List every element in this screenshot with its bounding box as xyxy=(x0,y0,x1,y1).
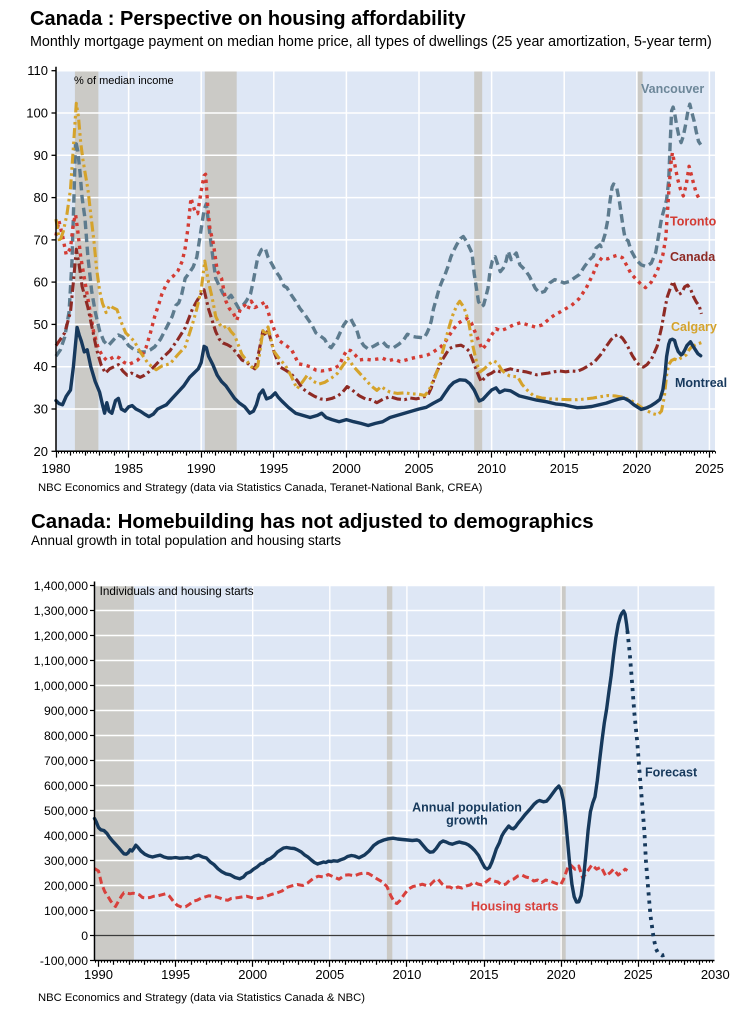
svg-text:2020: 2020 xyxy=(547,967,576,982)
svg-text:Calgary: Calgary xyxy=(671,320,717,334)
svg-text:2015: 2015 xyxy=(470,967,499,982)
svg-text:2000: 2000 xyxy=(332,461,361,476)
svg-text:Forecast: Forecast xyxy=(645,766,698,780)
svg-text:1,100,000: 1,100,000 xyxy=(34,654,88,668)
svg-text:1,000,000: 1,000,000 xyxy=(34,679,88,693)
svg-text:Toronto: Toronto xyxy=(670,215,717,229)
svg-text:1985: 1985 xyxy=(114,461,143,476)
svg-text:20: 20 xyxy=(34,444,48,459)
svg-text:40: 40 xyxy=(34,359,48,374)
svg-text:-100,000: -100,000 xyxy=(40,954,88,968)
svg-text:Canada: Canada xyxy=(670,250,716,264)
svg-text:500,000: 500,000 xyxy=(44,804,88,818)
svg-text:80: 80 xyxy=(34,190,48,205)
svg-text:growth: growth xyxy=(446,814,488,828)
svg-text:2010: 2010 xyxy=(477,461,506,476)
svg-text:2005: 2005 xyxy=(405,461,434,476)
svg-text:60: 60 xyxy=(34,275,48,290)
svg-text:200,000: 200,000 xyxy=(44,879,88,893)
svg-text:Annual population: Annual population xyxy=(412,801,522,815)
svg-text:2015: 2015 xyxy=(550,461,579,476)
svg-text:% of median income: % of median income xyxy=(74,75,174,87)
svg-text:100: 100 xyxy=(26,106,48,121)
svg-text:70: 70 xyxy=(34,232,48,247)
svg-text:300,000: 300,000 xyxy=(44,854,88,868)
svg-text:600,000: 600,000 xyxy=(44,779,88,793)
svg-text:2000: 2000 xyxy=(238,967,267,982)
svg-text:1995: 1995 xyxy=(259,461,288,476)
svg-text:1,400,000: 1,400,000 xyxy=(34,579,88,593)
svg-text:700,000: 700,000 xyxy=(44,754,88,768)
svg-text:1,200,000: 1,200,000 xyxy=(34,629,88,643)
svg-text:Vancouver: Vancouver xyxy=(641,82,704,96)
svg-text:2010: 2010 xyxy=(392,967,421,982)
svg-text:400,000: 400,000 xyxy=(44,829,88,843)
svg-text:2020: 2020 xyxy=(622,461,651,476)
svg-text:900,000: 900,000 xyxy=(44,704,88,718)
svg-text:0: 0 xyxy=(81,929,88,943)
svg-text:Montreal: Montreal xyxy=(675,376,727,390)
svg-text:90: 90 xyxy=(34,148,48,163)
svg-text:2025: 2025 xyxy=(624,967,653,982)
svg-text:30: 30 xyxy=(34,402,48,417)
svg-text:2025: 2025 xyxy=(695,461,724,476)
svg-text:1980: 1980 xyxy=(42,461,71,476)
svg-text:1995: 1995 xyxy=(161,967,190,982)
svg-text:800,000: 800,000 xyxy=(44,729,88,743)
svg-text:1990: 1990 xyxy=(187,461,216,476)
svg-text:100,000: 100,000 xyxy=(44,904,88,918)
svg-text:1,300,000: 1,300,000 xyxy=(34,604,88,618)
svg-text:Housing starts: Housing starts xyxy=(471,900,559,914)
svg-text:2005: 2005 xyxy=(315,967,344,982)
svg-text:50: 50 xyxy=(34,317,48,332)
svg-text:Individuals and housing starts: Individuals and housing starts xyxy=(100,585,254,598)
svg-text:110: 110 xyxy=(27,63,48,78)
svg-text:1990: 1990 xyxy=(84,967,113,982)
svg-text:2030: 2030 xyxy=(701,967,730,982)
